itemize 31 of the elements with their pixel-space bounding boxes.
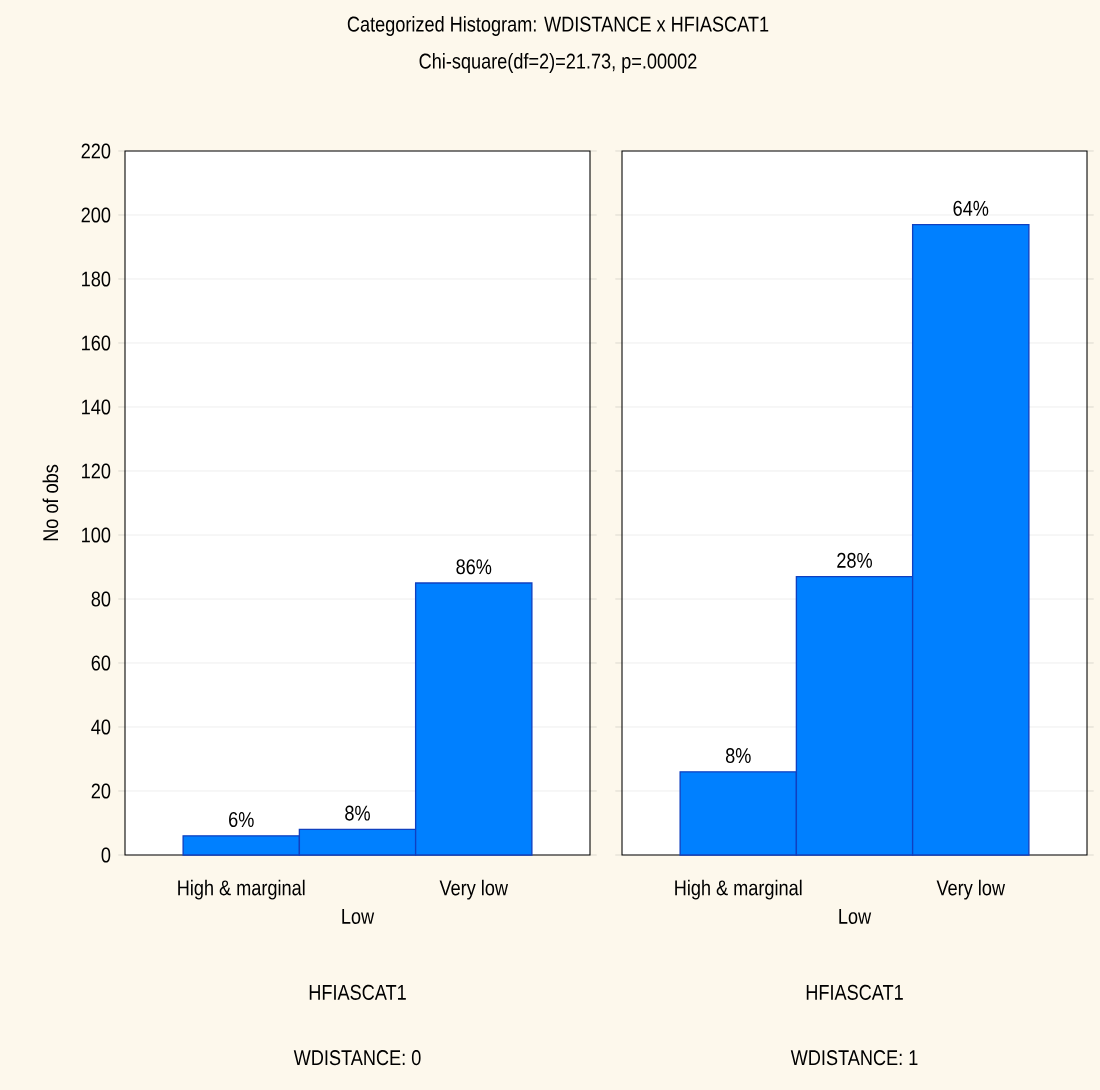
annotation: 8%	[725, 747, 751, 764]
y-tick-label: 20	[91, 783, 111, 799]
text: WDISTANCE: 1	[790, 1050, 918, 1066]
x-axis-title: HFIASCAT1	[806, 984, 903, 1000]
annotation: 28%	[837, 552, 872, 568]
text: WDISTANCE: 0	[293, 1050, 421, 1066]
x-tick-label: Low	[342, 909, 375, 924]
y-tick-label: 0	[101, 847, 111, 863]
y-tick-label: 220	[81, 143, 111, 159]
x-tick-label: Very low	[439, 879, 509, 900]
y-tick-label: 200	[81, 207, 111, 223]
chart-title: Categorized Histogram: WDISTANCE x HFIASCAT1	[347, 16, 769, 36]
chart-subtitle: Chi-square(df=2)=21.73, p=.00002	[419, 53, 697, 73]
x-tick-label: High & marginal	[178, 879, 305, 900]
y-tick-label: 140	[82, 399, 111, 415]
x-tick-label: Low	[839, 909, 872, 924]
y-tick-label: 60	[91, 655, 111, 671]
y-tick-label: 120	[82, 463, 111, 479]
annotation: 86%	[456, 559, 492, 575]
y-tick-label: 180	[82, 271, 111, 287]
annotation: 8%	[345, 805, 370, 821]
annotation: 6%	[229, 811, 254, 828]
y-tick-label: 80	[91, 591, 111, 607]
y-tick-label: 160	[82, 335, 111, 351]
y-axis-title: No of obs	[42, 464, 59, 541]
y-tick-label: 40	[91, 719, 111, 735]
annotation: 64%	[953, 200, 989, 216]
y-tick-label: 100	[82, 527, 111, 543]
x-tick-label: Very low	[936, 879, 1006, 900]
x-tick-label: High & marginal	[675, 879, 802, 900]
x-axis-title: HFIASCAT1	[309, 984, 406, 1000]
